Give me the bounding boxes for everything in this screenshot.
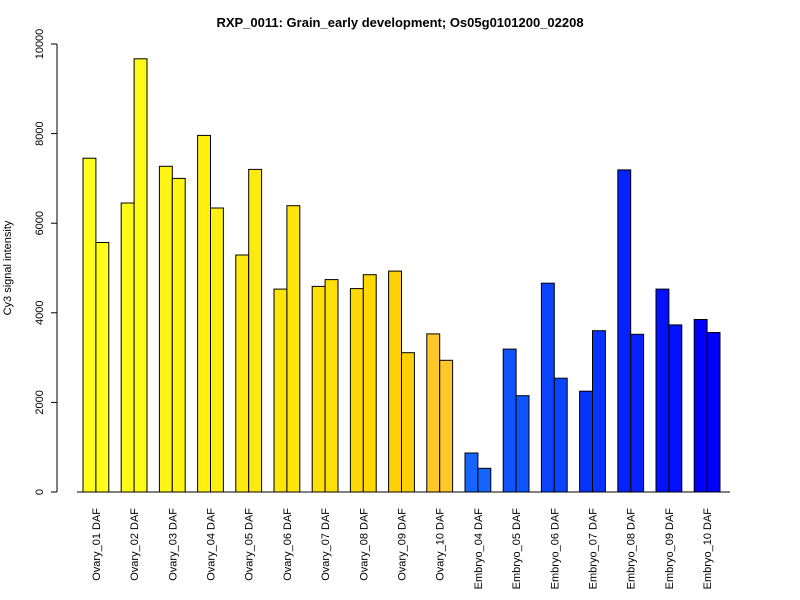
y-tick-label: 6000 [34,211,46,235]
x-tick-label: Ovary_06 DAF [282,508,294,581]
bar [464,452,479,493]
x-axis-tick-labels: Ovary_01 DAF Ovary_02 DAF Ovary_03 DAF Ovar… [91,508,714,590]
bar [502,348,517,493]
bar [82,157,97,493]
x-tick-label: Embryo_10 DAF [702,508,714,590]
chart-title: RXP_0011: Grain_early development; Os05g… [216,15,583,30]
bar [579,390,593,493]
bar [706,332,721,493]
x-tick-label: Embryo_08 DAF [626,508,638,590]
bar [426,333,441,493]
bar [248,168,263,493]
bar [197,134,212,493]
x-tick-label: Ovary_01 DAF [91,508,103,581]
bar [349,288,364,493]
bar [171,177,186,493]
bar [668,324,683,493]
bar [324,279,339,493]
bar [210,207,224,493]
y-axis: 0 2000 4000 6000 8000 10000 [34,29,58,495]
bar [439,359,454,493]
bar [630,333,645,493]
bar [401,352,415,493]
y-tick-label: 2000 [34,390,46,414]
x-tick-label: Ovary_02 DAF [129,508,141,581]
bar [515,395,530,493]
bar [120,202,135,493]
bar [95,242,110,493]
bar [617,169,632,493]
bar [655,288,670,493]
x-tick-label: Ovary_07 DAF [320,508,332,581]
bar [273,288,288,493]
bar [158,165,173,493]
y-tick-label: 8000 [34,121,46,145]
bar [477,467,492,493]
x-tick-label: Ovary_04 DAF [206,508,218,581]
bar [133,58,148,493]
x-tick-label: Embryo_07 DAF [588,508,600,590]
y-tick-label: 0 [34,489,46,495]
bar [311,285,326,493]
x-tick-label: Ovary_10 DAF [435,508,447,581]
bar [362,274,377,493]
y-tick-label: 10000 [34,29,46,60]
x-tick-label: Ovary_08 DAF [358,508,370,581]
bar [540,282,555,493]
y-tick-label: 4000 [34,301,46,325]
bar [592,330,606,493]
x-tick-label: Ovary_09 DAF [397,508,409,581]
y-axis-label: Cy3 signal intensity [2,220,14,315]
x-tick-label: Embryo_09 DAF [664,508,676,590]
bar [388,270,403,493]
x-tick-label: Embryo_04 DAF [473,508,485,590]
bar [553,377,568,493]
x-tick-label: Embryo_05 DAF [511,508,523,590]
bars-group [82,58,721,493]
bar [286,205,301,493]
x-tick-label: Ovary_05 DAF [244,508,256,581]
x-tick-label: Ovary_03 DAF [167,508,179,581]
bar [235,254,250,493]
x-tick-label: Embryo_06 DAF [549,508,561,590]
bar [693,319,708,493]
